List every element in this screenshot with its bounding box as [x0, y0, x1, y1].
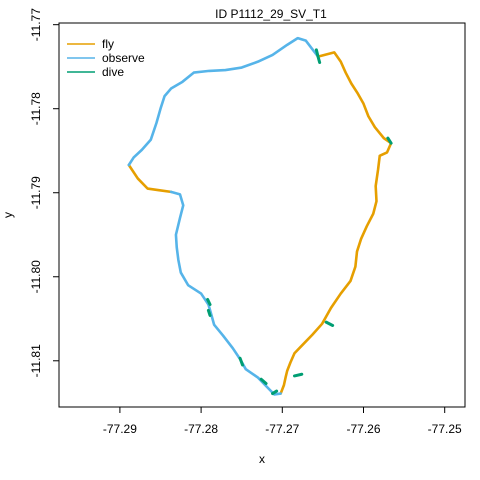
dive-track-segment-0: [314, 48, 322, 64]
dive-track-segment-5: [238, 356, 245, 367]
y-axis-label: y: [1, 212, 15, 218]
dive-track-segment-4: [206, 308, 212, 317]
y-tick-label: -11.77: [29, 8, 43, 41]
track-lines: [127, 36, 393, 396]
fly-track-segment-1: [279, 51, 393, 395]
x-tick-label: -77.28: [184, 422, 218, 436]
dive-track-segment-6: [259, 377, 268, 385]
dive-track-segment-3: [206, 297, 212, 306]
fly-track-segment-0: [127, 163, 173, 194]
observe-track-segment-0: [127, 36, 320, 167]
y-tick-label: -11.81: [29, 344, 43, 377]
x-axis-label: x: [259, 452, 265, 466]
legend-label-dive: dive: [102, 65, 124, 79]
x-tick-label: -77.26: [346, 422, 380, 436]
legend-label-observe: observe: [102, 51, 145, 65]
y-tick-label: -11.78: [29, 92, 43, 125]
plot-frame: [58, 22, 466, 408]
x-tick-label: -77.29: [103, 422, 137, 436]
legend-label-fly: fly: [102, 37, 114, 51]
dive-track-segment-1: [386, 136, 393, 145]
dive-track-segment-7: [271, 389, 279, 396]
observe-track-segment-1: [169, 190, 282, 396]
dive-track-segment-8: [292, 372, 304, 378]
y-tick-label: -11.80: [29, 260, 43, 293]
x-axis: -77.29 -77.28 -77.27 -77.26 -77.25: [103, 407, 462, 436]
dive-track-segment-2: [324, 320, 335, 327]
chart-title: ID P1112_29_SV_T1: [215, 7, 327, 21]
y-axis: -11.77 -11.78 -11.79 -11.80 -11.81: [29, 8, 59, 377]
y-tick-label: -11.79: [29, 176, 43, 209]
x-tick-label: -77.25: [428, 422, 462, 436]
x-tick-label: -77.27: [265, 422, 299, 436]
